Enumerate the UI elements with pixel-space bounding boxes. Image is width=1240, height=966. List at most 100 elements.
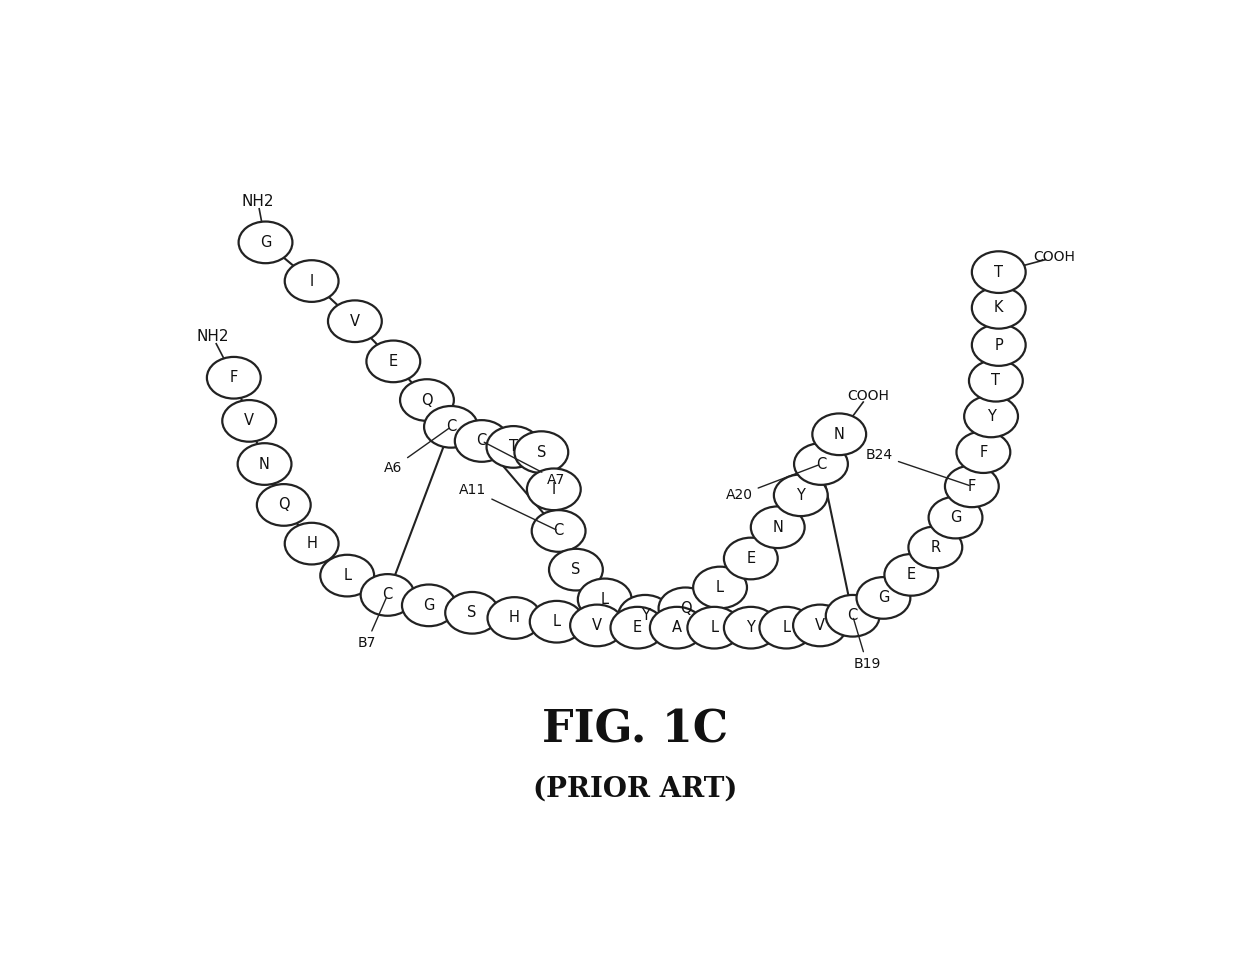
Text: Y: Y bbox=[746, 620, 755, 636]
Text: V: V bbox=[350, 314, 360, 328]
Circle shape bbox=[515, 431, 568, 473]
Text: R: R bbox=[930, 540, 940, 554]
Text: P: P bbox=[994, 337, 1003, 353]
Circle shape bbox=[724, 538, 777, 580]
Text: C: C bbox=[553, 524, 564, 538]
Text: S: S bbox=[537, 444, 546, 460]
Circle shape bbox=[945, 466, 998, 507]
Text: A7: A7 bbox=[484, 442, 565, 487]
Circle shape bbox=[487, 597, 542, 639]
Text: COOH: COOH bbox=[1034, 250, 1075, 265]
Circle shape bbox=[857, 577, 910, 619]
Circle shape bbox=[486, 426, 541, 468]
Circle shape bbox=[361, 574, 414, 615]
Text: T: T bbox=[994, 265, 1003, 279]
Text: A11: A11 bbox=[459, 483, 556, 529]
Circle shape bbox=[401, 380, 454, 421]
Text: I: I bbox=[552, 482, 556, 497]
Text: N: N bbox=[833, 427, 844, 441]
Text: L: L bbox=[782, 620, 790, 636]
Text: (PRIOR ART): (PRIOR ART) bbox=[533, 776, 738, 803]
Text: F: F bbox=[967, 479, 976, 494]
Text: E: E bbox=[746, 551, 755, 566]
Circle shape bbox=[812, 413, 866, 455]
Text: S: S bbox=[467, 606, 477, 620]
Text: G: G bbox=[878, 590, 889, 606]
Text: NH2: NH2 bbox=[242, 194, 274, 209]
Circle shape bbox=[884, 554, 939, 596]
Circle shape bbox=[527, 469, 580, 510]
Text: C: C bbox=[446, 419, 456, 435]
Text: B19: B19 bbox=[853, 618, 880, 671]
Text: L: L bbox=[711, 620, 718, 636]
Circle shape bbox=[794, 605, 847, 646]
Text: B7: B7 bbox=[357, 598, 387, 650]
Circle shape bbox=[968, 360, 1023, 402]
Circle shape bbox=[238, 443, 291, 485]
Circle shape bbox=[285, 260, 339, 301]
Text: K: K bbox=[994, 300, 1003, 315]
Circle shape bbox=[402, 584, 456, 626]
Circle shape bbox=[570, 605, 624, 646]
Circle shape bbox=[222, 400, 277, 441]
Circle shape bbox=[455, 420, 508, 462]
Text: E: E bbox=[906, 567, 916, 582]
Circle shape bbox=[751, 506, 805, 548]
Circle shape bbox=[972, 251, 1025, 293]
Circle shape bbox=[687, 607, 742, 648]
Circle shape bbox=[320, 554, 374, 596]
Circle shape bbox=[759, 607, 813, 648]
Circle shape bbox=[549, 549, 603, 590]
Circle shape bbox=[578, 579, 631, 620]
Text: H: H bbox=[306, 536, 317, 552]
Circle shape bbox=[724, 607, 777, 648]
Circle shape bbox=[826, 595, 879, 637]
Text: FIG. 1C: FIG. 1C bbox=[542, 708, 729, 752]
Text: T: T bbox=[991, 373, 1001, 388]
Circle shape bbox=[327, 300, 382, 342]
Text: NH2: NH2 bbox=[196, 329, 229, 344]
Text: T: T bbox=[508, 440, 518, 454]
Circle shape bbox=[529, 601, 584, 642]
Circle shape bbox=[972, 287, 1025, 328]
Circle shape bbox=[965, 396, 1018, 438]
Text: E: E bbox=[389, 354, 398, 369]
Text: L: L bbox=[600, 592, 609, 607]
Text: F: F bbox=[980, 444, 987, 460]
Text: V: V bbox=[591, 618, 603, 633]
Text: C: C bbox=[816, 457, 826, 471]
Text: G: G bbox=[950, 510, 961, 526]
Text: N: N bbox=[773, 520, 784, 535]
Text: Y: Y bbox=[987, 409, 996, 424]
Text: S: S bbox=[572, 562, 580, 577]
Text: Y: Y bbox=[641, 609, 650, 623]
Text: L: L bbox=[715, 580, 724, 595]
Circle shape bbox=[794, 443, 848, 485]
Text: C: C bbox=[382, 587, 393, 603]
Text: E: E bbox=[632, 620, 642, 636]
Circle shape bbox=[774, 474, 828, 516]
Text: C: C bbox=[848, 609, 858, 623]
Circle shape bbox=[424, 406, 477, 447]
Text: G: G bbox=[423, 598, 434, 612]
Text: H: H bbox=[508, 611, 520, 626]
Circle shape bbox=[207, 356, 260, 399]
Circle shape bbox=[532, 510, 585, 552]
Text: I: I bbox=[310, 273, 314, 289]
Circle shape bbox=[445, 592, 498, 634]
Text: V: V bbox=[815, 618, 825, 633]
Circle shape bbox=[610, 607, 665, 648]
Text: A20: A20 bbox=[725, 465, 818, 502]
Text: V: V bbox=[244, 413, 254, 428]
Text: A6: A6 bbox=[384, 429, 449, 474]
Circle shape bbox=[238, 221, 293, 263]
Text: A: A bbox=[672, 620, 682, 636]
Circle shape bbox=[658, 587, 713, 629]
Text: Q: Q bbox=[680, 601, 691, 616]
Circle shape bbox=[909, 526, 962, 568]
Circle shape bbox=[650, 607, 704, 648]
Text: Q: Q bbox=[422, 392, 433, 408]
Text: L: L bbox=[343, 568, 351, 583]
Circle shape bbox=[619, 595, 672, 637]
Text: Q: Q bbox=[278, 497, 290, 512]
